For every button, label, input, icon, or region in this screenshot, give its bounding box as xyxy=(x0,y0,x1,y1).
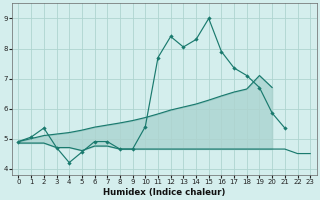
X-axis label: Humidex (Indice chaleur): Humidex (Indice chaleur) xyxy=(103,188,226,197)
